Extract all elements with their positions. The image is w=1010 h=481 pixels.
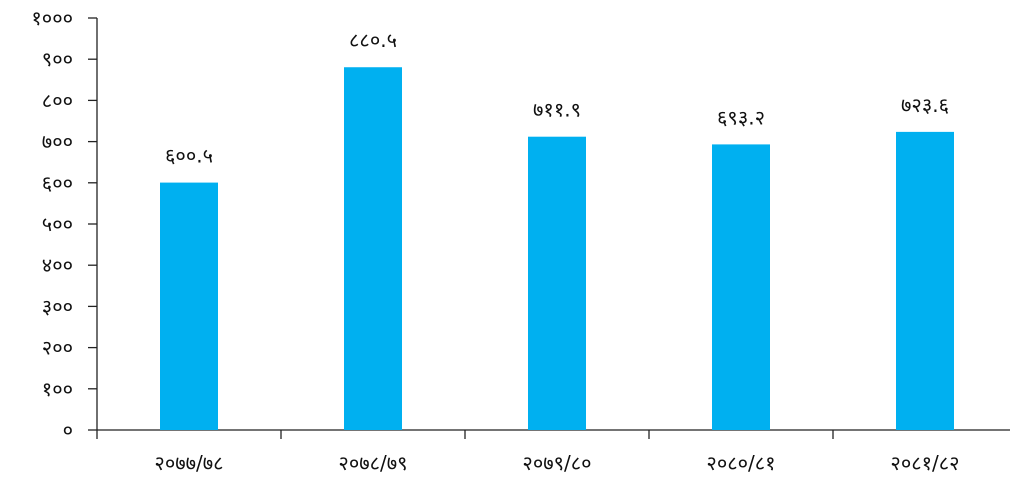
y-axis: ० १०० २०० ३०० ४०० ५०० ६०० ७०० ८०० ९०० १००० bbox=[31, 6, 98, 442]
y-tick-label: ४०० bbox=[42, 253, 73, 277]
y-tick-label: ९०० bbox=[42, 47, 73, 71]
x-axis: २०७७/७८ २०७८/७९ २०७९/८० २०८०/८१ २०८१/८२ bbox=[96, 429, 1010, 475]
y-tick-label: ३०० bbox=[42, 294, 73, 318]
bar-value-label: ६९३.२ bbox=[717, 105, 765, 129]
y-tick-label: ५०० bbox=[42, 212, 73, 236]
bars bbox=[160, 67, 954, 430]
bar bbox=[528, 136, 586, 430]
bar bbox=[712, 144, 770, 430]
bar-value-label: ७११.९ bbox=[533, 98, 581, 122]
y-tick-label: २०० bbox=[42, 336, 73, 360]
bar bbox=[896, 131, 954, 430]
bar bbox=[160, 182, 218, 430]
y-tick-label: ७०० bbox=[42, 130, 73, 154]
x-category-label: २०७९/८० bbox=[522, 451, 591, 475]
x-category-label: २०७८/७९ bbox=[338, 451, 407, 475]
bar bbox=[344, 67, 402, 430]
bar-value-label: ७२३.६ bbox=[901, 93, 949, 117]
x-category-label: २०८१/८२ bbox=[890, 451, 959, 475]
bar-value-label: ८८०.५ bbox=[349, 28, 397, 52]
y-tick-label: ० bbox=[63, 418, 73, 442]
y-tick-label: ८०० bbox=[42, 88, 73, 112]
bar-value-label: ६००.५ bbox=[165, 144, 213, 168]
x-category-label: २०७७/७८ bbox=[154, 451, 223, 475]
y-tick-label: १००० bbox=[31, 6, 73, 30]
x-category-label: २०८०/८१ bbox=[706, 451, 775, 475]
y-tick-label: ६०० bbox=[42, 171, 73, 195]
data-labels: ६००.५ ८८०.५ ७११.९ ६९३.२ ७२३.६ bbox=[165, 28, 949, 167]
y-tick-label: १०० bbox=[42, 377, 73, 401]
